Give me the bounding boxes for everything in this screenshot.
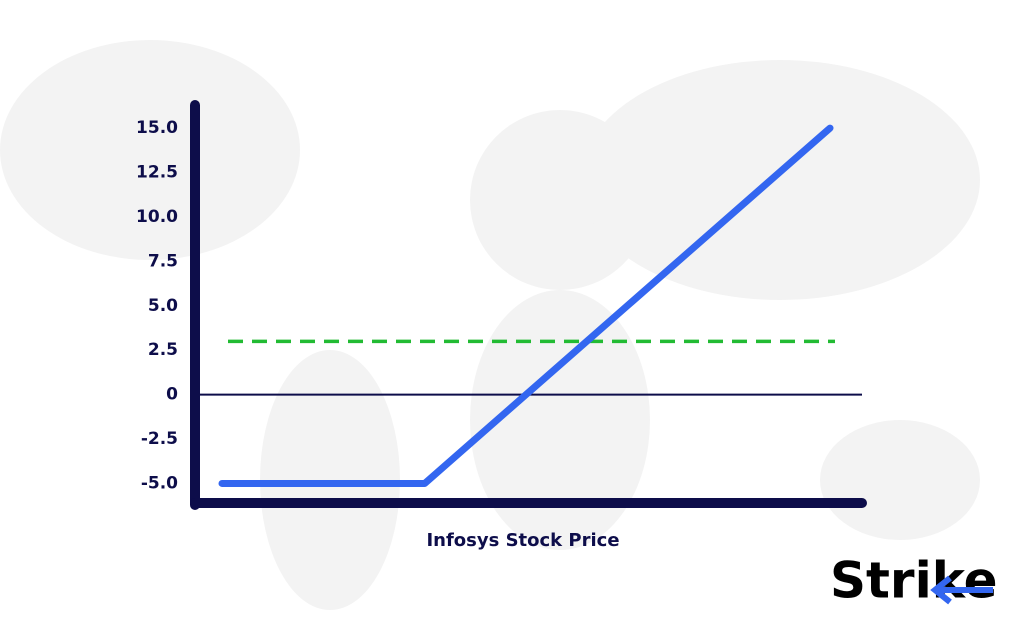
y-tick-label: 7.5 (148, 251, 178, 271)
world-map-background (0, 40, 980, 610)
y-tick-label: -5.0 (141, 473, 178, 493)
payoff-line (218, 124, 834, 487)
y-tick-label: 0 (166, 385, 178, 405)
y-tick-label: 15.0 (136, 118, 178, 138)
y-tick-label: -2.5 (141, 429, 178, 449)
x-axis-label: Infosys Stock Price (426, 530, 619, 551)
y-tick-label: 2.5 (148, 340, 178, 360)
logo: Strike (830, 552, 998, 610)
y-tick-label: 10.0 (136, 207, 178, 227)
y-tick-label: 5.0 (148, 296, 178, 316)
y-tick-label: 12.5 (136, 163, 178, 183)
logo-arrow (930, 575, 993, 605)
